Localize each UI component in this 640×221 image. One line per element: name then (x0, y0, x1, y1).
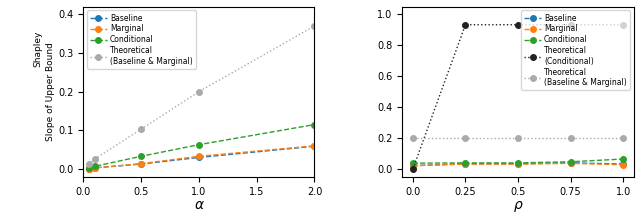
Theoretical
(Baseline & Marginal) (409, 137, 417, 139)
Baseline (91, 167, 99, 169)
Baseline (85, 167, 93, 170)
Baseline (137, 163, 145, 165)
Theoretical
(Baseline & Marginal) (195, 90, 203, 93)
Marginal (91, 167, 99, 169)
Theoretical
(Baseline & Marginal) (566, 137, 574, 139)
Baseline (409, 164, 417, 167)
Marginal (85, 167, 93, 170)
Theoretical
(Baseline & Marginal) (461, 137, 469, 139)
Conditional (620, 158, 627, 160)
Theoretical
(Conditional) (461, 23, 469, 26)
Line: Marginal: Marginal (86, 143, 317, 171)
Marginal (620, 163, 627, 166)
X-axis label: α: α (195, 198, 204, 212)
Conditional (461, 162, 469, 164)
Conditional (566, 160, 574, 163)
Text: Shapley: Shapley (34, 31, 43, 67)
Line: Theoretical
(Baseline & Marginal): Theoretical (Baseline & Marginal) (86, 23, 317, 167)
Conditional (409, 162, 417, 164)
Conditional (195, 143, 203, 146)
Marginal (461, 163, 469, 166)
Conditional (91, 165, 99, 168)
Marginal (409, 164, 417, 167)
Theoretical
(Conditional) (514, 23, 522, 26)
Conditional (514, 162, 522, 164)
Theoretical
(Conditional) (409, 168, 417, 170)
Line: Marginal: Marginal (410, 161, 626, 168)
Line: Baseline: Baseline (410, 160, 626, 168)
Baseline (514, 162, 522, 165)
Line: Conditional: Conditional (410, 156, 626, 166)
Baseline (620, 163, 627, 165)
Theoretical
(Baseline & Marginal) (620, 137, 627, 139)
Baseline (566, 162, 574, 164)
Marginal (310, 145, 318, 147)
Theoretical
(Baseline & Marginal) (137, 128, 145, 131)
Baseline (461, 162, 469, 165)
Marginal (137, 162, 145, 165)
Line: Baseline: Baseline (86, 143, 317, 171)
X-axis label: ρ: ρ (513, 198, 522, 212)
Line: Theoretical
(Baseline & Marginal): Theoretical (Baseline & Marginal) (410, 135, 626, 141)
Conditional (85, 167, 93, 169)
Line: Theoretical
(Conditional): Theoretical (Conditional) (410, 22, 626, 172)
Baseline (195, 156, 203, 159)
Legend: Baseline, Marginal, Conditional, Theoretical
(Conditional), Theoretical
(Baselin: Baseline, Marginal, Conditional, Theoret… (521, 10, 630, 90)
Marginal (514, 163, 522, 166)
Theoretical
(Baseline & Marginal) (514, 137, 522, 139)
Conditional (310, 123, 318, 126)
Theoretical
(Baseline & Marginal) (310, 25, 318, 27)
Theoretical
(Conditional) (620, 23, 627, 26)
Marginal (566, 162, 574, 165)
Theoretical
(Conditional) (566, 23, 574, 26)
Baseline (310, 145, 318, 148)
Line: Conditional: Conditional (86, 122, 317, 171)
Y-axis label: Slope of Upper Bound: Slope of Upper Bound (46, 42, 55, 141)
Theoretical
(Baseline & Marginal) (85, 163, 93, 165)
Marginal (195, 155, 203, 158)
Conditional (137, 155, 145, 158)
Legend: Baseline, Marginal, Conditional, Theoretical
(Baseline & Marginal): Baseline, Marginal, Conditional, Theoret… (87, 10, 196, 69)
Theoretical
(Baseline & Marginal) (91, 158, 99, 160)
